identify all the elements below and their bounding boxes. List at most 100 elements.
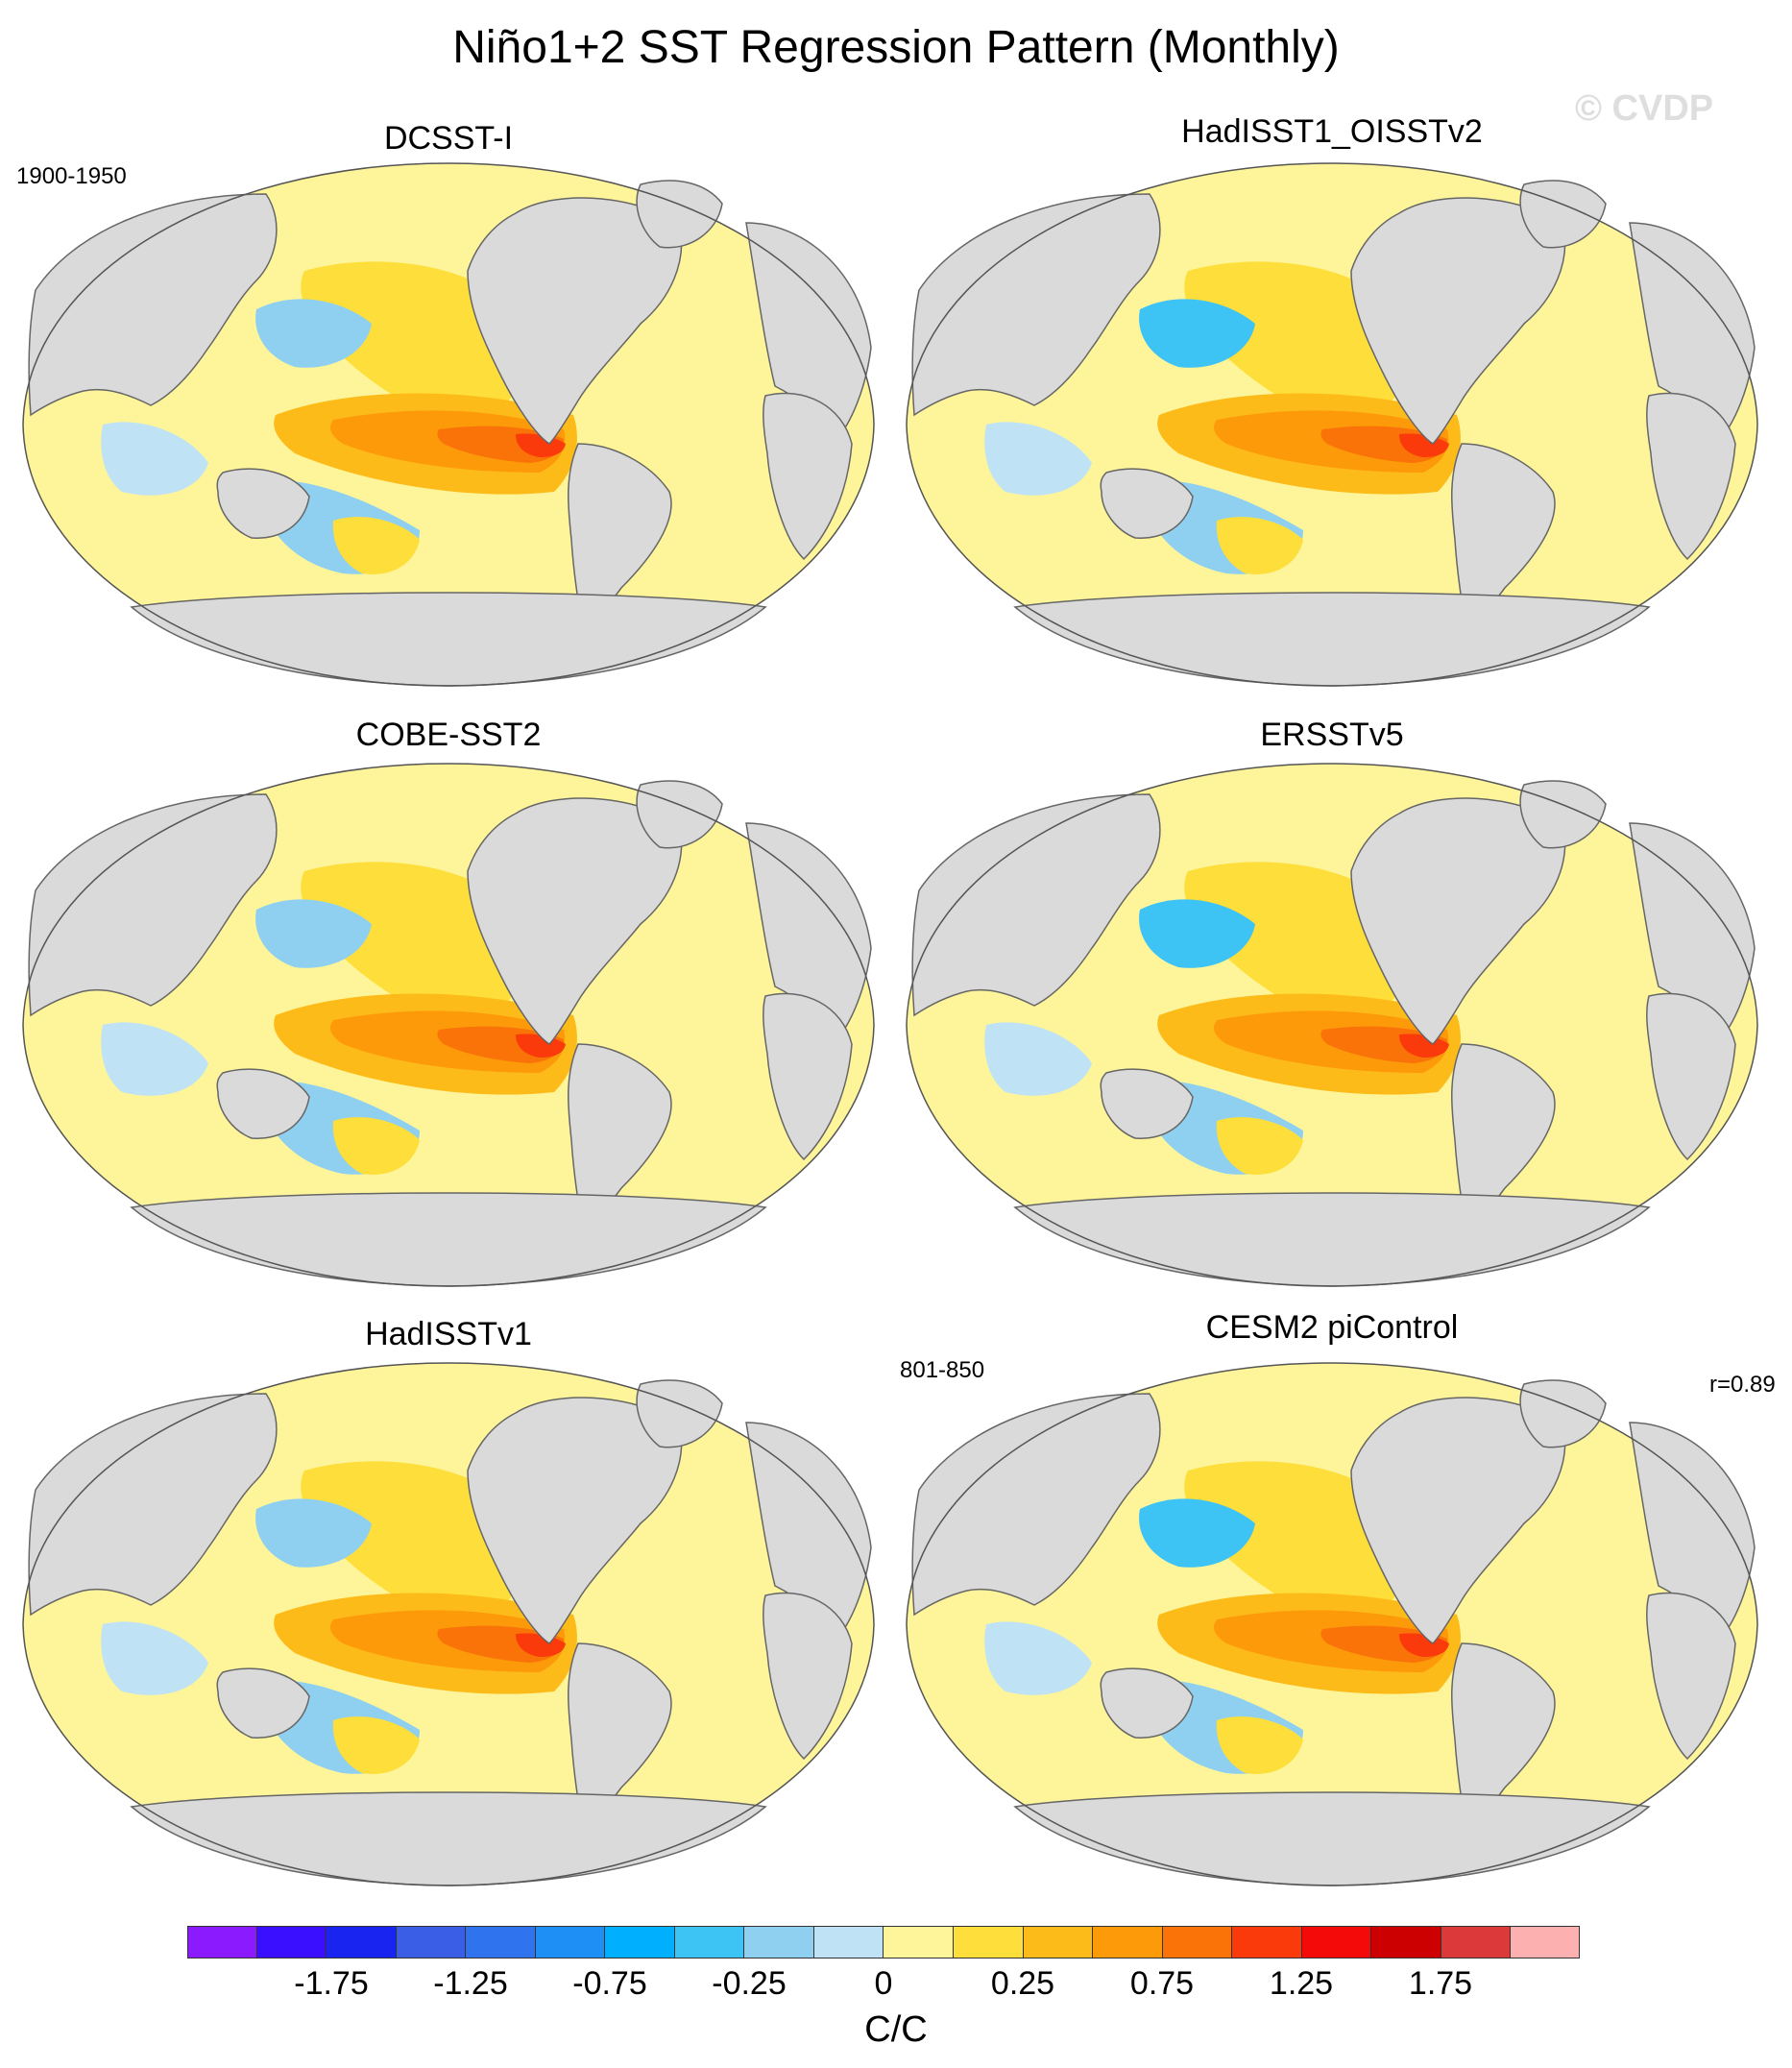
panel-5-map <box>22 1362 875 1886</box>
panel-1-title: DCSST-I <box>383 120 514 157</box>
antarctica-land <box>1013 592 1651 687</box>
map-outline <box>906 1362 1758 1886</box>
panel-2-title: HadISST1_OISSTv2 <box>1181 113 1483 150</box>
panel-4-map <box>906 763 1758 1287</box>
colorbar-tick-label: -1.25 <box>433 1965 508 2002</box>
panel-1-period-label: 1900-1950 <box>16 163 127 189</box>
warm-anomaly-northeast-pacific <box>301 862 523 1030</box>
panel-6-period-label: 801-850 <box>900 1357 985 1383</box>
asia-land <box>911 793 1161 1017</box>
warm-anomaly-northeast-pacific <box>1184 261 1407 429</box>
cool-anomaly-indian-ocean <box>101 422 208 496</box>
warm-anomaly-south-pacific <box>1216 1117 1303 1175</box>
asia-land <box>28 793 278 1017</box>
australia-land <box>1100 1068 1194 1139</box>
africa-land <box>1646 992 1736 1161</box>
warm-anomaly-south-pacific <box>1216 1716 1303 1774</box>
antarctica-land <box>1013 1791 1651 1886</box>
panel-3-title: COBE-SST2 <box>355 717 542 753</box>
colorbar-swatch <box>1441 1926 1512 1959</box>
cool-anomaly-indian-ocean <box>101 1022 208 1096</box>
greenland-land <box>636 1379 723 1448</box>
asia-land <box>911 193 1161 417</box>
greenland-land <box>1519 1379 1607 1448</box>
colorbar-swatch <box>954 1926 1024 1959</box>
colorbar-tick-label: 1.25 <box>1269 1965 1334 2002</box>
warm-anomaly-northeast-pacific <box>1184 1461 1407 1629</box>
colorbar-swatch <box>187 1926 257 1959</box>
cool-anomaly-north-pacific <box>1139 899 1255 968</box>
antarctica-land <box>130 592 767 687</box>
colorbar-tick-label: -1.75 <box>294 1965 369 2002</box>
map-outline <box>22 763 875 1287</box>
map-outline <box>906 763 1758 1287</box>
australia-land <box>216 1667 310 1739</box>
cool-anomaly-north-pacific <box>1139 299 1255 368</box>
africa-land <box>763 992 853 1161</box>
panel-4-title: ERSSTv5 <box>1260 717 1404 753</box>
cool-anomaly-north-pacific <box>255 299 372 368</box>
africa-land <box>763 1592 853 1761</box>
panel-5-title: HadISSTv1 <box>365 1316 532 1352</box>
greenland-land <box>636 780 723 849</box>
watermark: © CVDP <box>1575 88 1714 129</box>
colorbar-swatch <box>256 1926 327 1959</box>
warm-anomaly-northeast-pacific <box>1184 862 1407 1030</box>
cool-anomaly-indian-ocean <box>101 1621 208 1695</box>
colorbar-swatch <box>1093 1926 1163 1959</box>
colorbar-swatch <box>1162 1926 1233 1959</box>
panel-2-map <box>906 162 1758 687</box>
panel-6-title: CESM2 piControl <box>1205 1309 1459 1346</box>
colorbar-swatch <box>1232 1926 1302 1959</box>
cool-anomaly-north-pacific <box>1139 1498 1255 1568</box>
cool-anomaly-north-pacific <box>255 1498 372 1568</box>
figure-title: Niño1+2 SST Regression Pattern (Monthly) <box>452 22 1340 73</box>
warm-anomaly-northeast-pacific <box>301 261 523 429</box>
australia-land <box>216 468 310 539</box>
map-outline <box>22 162 875 687</box>
map-outline <box>906 162 1758 687</box>
australia-land <box>1100 468 1194 539</box>
panel-1-map <box>22 162 875 687</box>
africa-land <box>763 392 853 561</box>
warm-anomaly-south-pacific <box>332 1716 420 1774</box>
panel-6-correlation-label: r=0.89 <box>1709 1372 1776 1398</box>
africa-land <box>1646 1592 1736 1761</box>
greenland-land <box>1519 780 1607 849</box>
panel-6-map <box>906 1362 1758 1886</box>
colorbar-swatch <box>535 1926 606 1959</box>
antarctica-land <box>1013 1192 1651 1287</box>
colorbar-tick-label: -0.75 <box>572 1965 647 2002</box>
colorbar-swatch <box>396 1926 467 1959</box>
warm-anomaly-south-pacific <box>332 1117 420 1175</box>
colorbar-swatch <box>813 1926 884 1959</box>
warm-anomaly-south-pacific <box>332 517 420 574</box>
colorbar-swatch <box>674 1926 745 1959</box>
africa-land <box>1646 392 1736 561</box>
colorbar-tick-label: 1.75 <box>1408 1965 1473 2002</box>
asia-land <box>28 1393 278 1617</box>
map-outline <box>22 1362 875 1886</box>
cool-anomaly-indian-ocean <box>984 1621 1092 1695</box>
antarctica-land <box>130 1791 767 1886</box>
colorbar-swatch <box>327 1926 397 1959</box>
australia-land <box>216 1068 310 1139</box>
cool-anomaly-north-pacific <box>255 899 372 968</box>
panel-3-map <box>22 763 875 1287</box>
cool-anomaly-indian-ocean <box>984 1022 1092 1096</box>
colorbar-tick-label: 0.25 <box>990 1965 1055 2002</box>
warm-anomaly-south-pacific <box>1216 517 1303 574</box>
antarctica-land <box>130 1192 767 1287</box>
cool-anomaly-indian-ocean <box>984 422 1092 496</box>
greenland-land <box>636 180 723 249</box>
asia-land <box>911 1393 1161 1617</box>
asia-land <box>28 193 278 417</box>
australia-land <box>1100 1667 1194 1739</box>
colorbar-swatch <box>605 1926 675 1959</box>
colorbar-tick-label: 0.75 <box>1129 1965 1195 2002</box>
colorbar-swatch <box>466 1926 536 1959</box>
warm-anomaly-northeast-pacific <box>301 1461 523 1629</box>
colorbar-swatch <box>1023 1926 1094 1959</box>
colorbar <box>187 1926 1580 1959</box>
colorbar-tick-label: -0.25 <box>712 1965 787 2002</box>
